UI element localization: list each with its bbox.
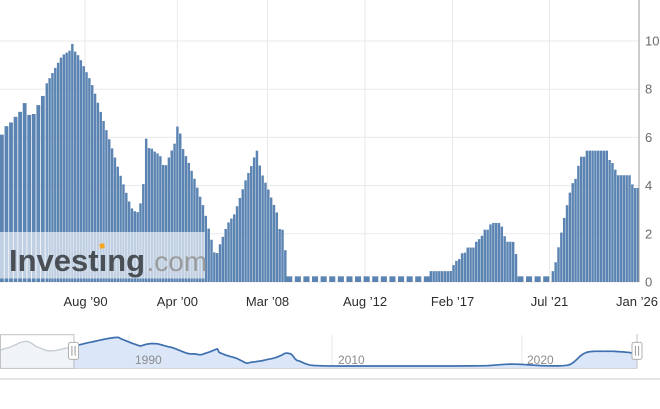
svg-text:Investıng: Investıng: [9, 243, 145, 278]
svg-text:0: 0: [645, 275, 652, 290]
svg-text:4: 4: [645, 178, 652, 193]
svg-text:Jan ’26: Jan ’26: [616, 294, 658, 309]
svg-text:Mar ’08: Mar ’08: [246, 294, 289, 309]
svg-text:Feb ’17: Feb ’17: [431, 294, 474, 309]
svg-text:1990: 1990: [135, 353, 162, 367]
svg-text:2010: 2010: [338, 353, 365, 367]
svg-text:2: 2: [645, 226, 652, 241]
svg-text:Aug ’90: Aug ’90: [63, 294, 107, 309]
svg-text:Apr ’00: Apr ’00: [157, 294, 198, 309]
svg-text:10: 10: [645, 34, 659, 49]
svg-text:.com: .com: [147, 246, 208, 277]
svg-text:8: 8: [645, 82, 652, 97]
svg-text:6: 6: [645, 130, 652, 145]
svg-text:Jul ’21: Jul ’21: [531, 294, 569, 309]
svg-text:2020: 2020: [527, 353, 554, 367]
svg-text:Aug ’12: Aug ’12: [343, 294, 387, 309]
